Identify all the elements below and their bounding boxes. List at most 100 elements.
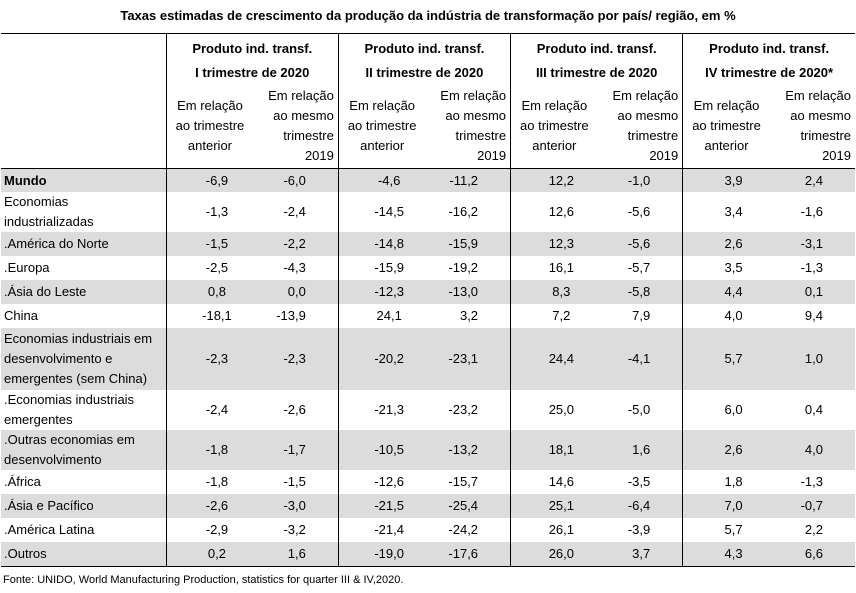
value-cell: -2,6	[165, 494, 254, 518]
value-cell: -12,6	[337, 470, 426, 494]
value-cell: 25,0	[510, 390, 598, 430]
row-label: Economias industrializadas	[4, 194, 94, 229]
table-row: Economias industrializadas -1,3 -2,4 -14,…	[1, 192, 855, 232]
value-cell: -3,9	[627, 522, 651, 537]
value-cell: -15,9	[337, 256, 426, 280]
value-cell: -17,6	[425, 542, 511, 567]
row-label: .Ásia do Leste	[1, 280, 167, 304]
value-cell: 7,9	[632, 308, 651, 323]
table-row: Mundo -6,9 -6,0 -4,6 -11,2 12,2 -1,0 3,9…	[1, 168, 855, 192]
value-cell: -5,6	[627, 204, 651, 219]
value-cell: 2,6	[682, 232, 770, 256]
table-row: .América do Norte -1,5 -2,2 -14,8 -15,9 …	[1, 232, 855, 256]
value-cell: 12,2	[510, 168, 598, 192]
quarter-2-line2: II trimestre de 2020	[337, 59, 511, 86]
corner-cell	[1, 86, 167, 169]
value-cell: 0,0	[253, 280, 339, 304]
value-cell: 1,6	[597, 430, 683, 470]
value-cell: -18,1	[165, 304, 254, 328]
value-cell: 2,2	[804, 522, 823, 537]
value-cell: -24,2	[448, 522, 479, 537]
quarter-1-line2: I trimestre de 2020	[165, 59, 339, 86]
value-cell: -1,0	[597, 168, 683, 192]
value-cell: 3,4	[682, 192, 770, 232]
value-cell: 24,1	[337, 304, 426, 328]
value-cell: 18,1	[510, 430, 598, 470]
row-label: .Economias industriais emergentes	[4, 392, 135, 427]
value-cell: -1,3	[165, 192, 254, 232]
table-row: .Economias industriais emergentes -2,4 -2…	[1, 390, 855, 430]
value-cell: 0,2	[165, 542, 254, 567]
value-cell: -2,3	[253, 328, 339, 390]
value-cell: -5,7	[627, 260, 651, 275]
quarter-3-line1: Produto ind. transf.	[510, 33, 683, 59]
value-cell: -4,6	[337, 168, 426, 192]
row-label: China	[4, 308, 38, 323]
value-cell: 25,1	[510, 494, 598, 518]
table-row: .África -1,8 -1,5 -12,6 -15,7 14,6 -3,5 …	[1, 470, 855, 494]
value-cell: -14,8	[337, 232, 426, 256]
value-cell: -4,3	[283, 260, 306, 275]
value-cell: -3,1	[769, 232, 855, 256]
value-cell: 26,0	[510, 542, 598, 567]
value-cell: -2,6	[283, 402, 306, 417]
corner-cell	[1, 59, 166, 86]
value-cell: 16,1	[510, 256, 598, 280]
value-cell: -21,3	[337, 390, 426, 430]
value-cell: 26,1	[510, 518, 598, 542]
value-cell: 12,6	[510, 192, 598, 232]
sub-header-row: Em relação ao trimestre anterior Em relaçã…	[1, 86, 855, 169]
table-row: .Outros 0,2 1,6 -19,0 -17,6 26,0 3,7 4,3…	[1, 542, 855, 567]
value-cell: -2,5	[165, 256, 254, 280]
source-note: Fonte: UNIDO, World Manufacturing Produc…	[3, 574, 404, 586]
value-cell: 8,3	[510, 280, 598, 304]
value-cell: 3,2	[459, 308, 479, 323]
table-row: .Ásia do Leste 0,8 0,0 -12,3 -13,0 8,3 -…	[1, 280, 855, 304]
row-label: .Ásia e Pacífico	[1, 494, 167, 518]
value-cell: 12,3	[510, 232, 598, 256]
value-cell: -1,8	[165, 470, 254, 494]
quarter-4-line1: Produto ind. transf.	[682, 33, 855, 59]
row-label: .Outras economias em desenvolvimento	[1, 430, 167, 470]
value-cell: -4,1	[597, 328, 683, 390]
value-cell: 3,9	[682, 168, 770, 192]
value-cell: -5,0	[627, 402, 651, 417]
growth-table: Produto ind. transf. Produto ind. transf…	[1, 33, 855, 567]
value-cell: -20,2	[337, 328, 426, 390]
row-label: Economias industriais em desenvolvimento …	[1, 328, 167, 390]
sub-header-same-2019: Em relação ao mesmo trimestre 2019	[425, 86, 511, 169]
table-row: Economias industriais em desenvolvimento …	[1, 328, 855, 390]
table-row: .Outras economias em desenvolvimento -1,8…	[1, 430, 855, 470]
value-cell: 6,6	[769, 542, 855, 567]
row-label: Mundo	[1, 168, 167, 192]
value-cell: -23,1	[425, 328, 511, 390]
value-cell: -1,7	[253, 430, 339, 470]
sub-header-previous: Em relação ao trimestre anterior	[510, 86, 598, 169]
row-label: .América do Norte	[1, 232, 167, 256]
value-cell: 1,6	[253, 542, 339, 567]
value-cell: -6,0	[253, 168, 339, 192]
value-cell: -13,2	[425, 430, 511, 470]
row-label: .África	[4, 474, 41, 489]
corner-cell	[1, 33, 167, 59]
value-cell: -21,5	[337, 494, 426, 518]
value-cell: -25,4	[425, 494, 511, 518]
table-title: Taxas estimadas de crescimento da produç…	[120, 8, 736, 23]
sub-header-same-2019: Em relação ao mesmo trimestre 2019	[597, 86, 683, 169]
value-cell: 5,7	[682, 328, 770, 390]
sub-header-same-2019: Em relação ao mesmo trimestre 2019	[253, 86, 339, 169]
value-cell: -3,2	[283, 522, 306, 537]
quarter-4-line2: IV trimestre de 2020*	[682, 59, 855, 86]
value-cell: -6,4	[597, 494, 683, 518]
quarter-1-line1: Produto ind. transf.	[165, 33, 339, 59]
value-cell: 14,6	[510, 470, 598, 494]
value-cell: -5,8	[597, 280, 683, 304]
value-cell: -2,4	[283, 204, 306, 219]
value-cell: 5,7	[682, 518, 770, 542]
quarter-3-line2: III trimestre de 2020	[510, 59, 683, 86]
value-cell: -1,8	[165, 430, 254, 470]
value-cell: -13,0	[425, 280, 511, 304]
row-label: .Europa	[4, 260, 50, 275]
value-cell: 1,8	[682, 470, 770, 494]
value-cell: -13,9	[276, 308, 306, 323]
